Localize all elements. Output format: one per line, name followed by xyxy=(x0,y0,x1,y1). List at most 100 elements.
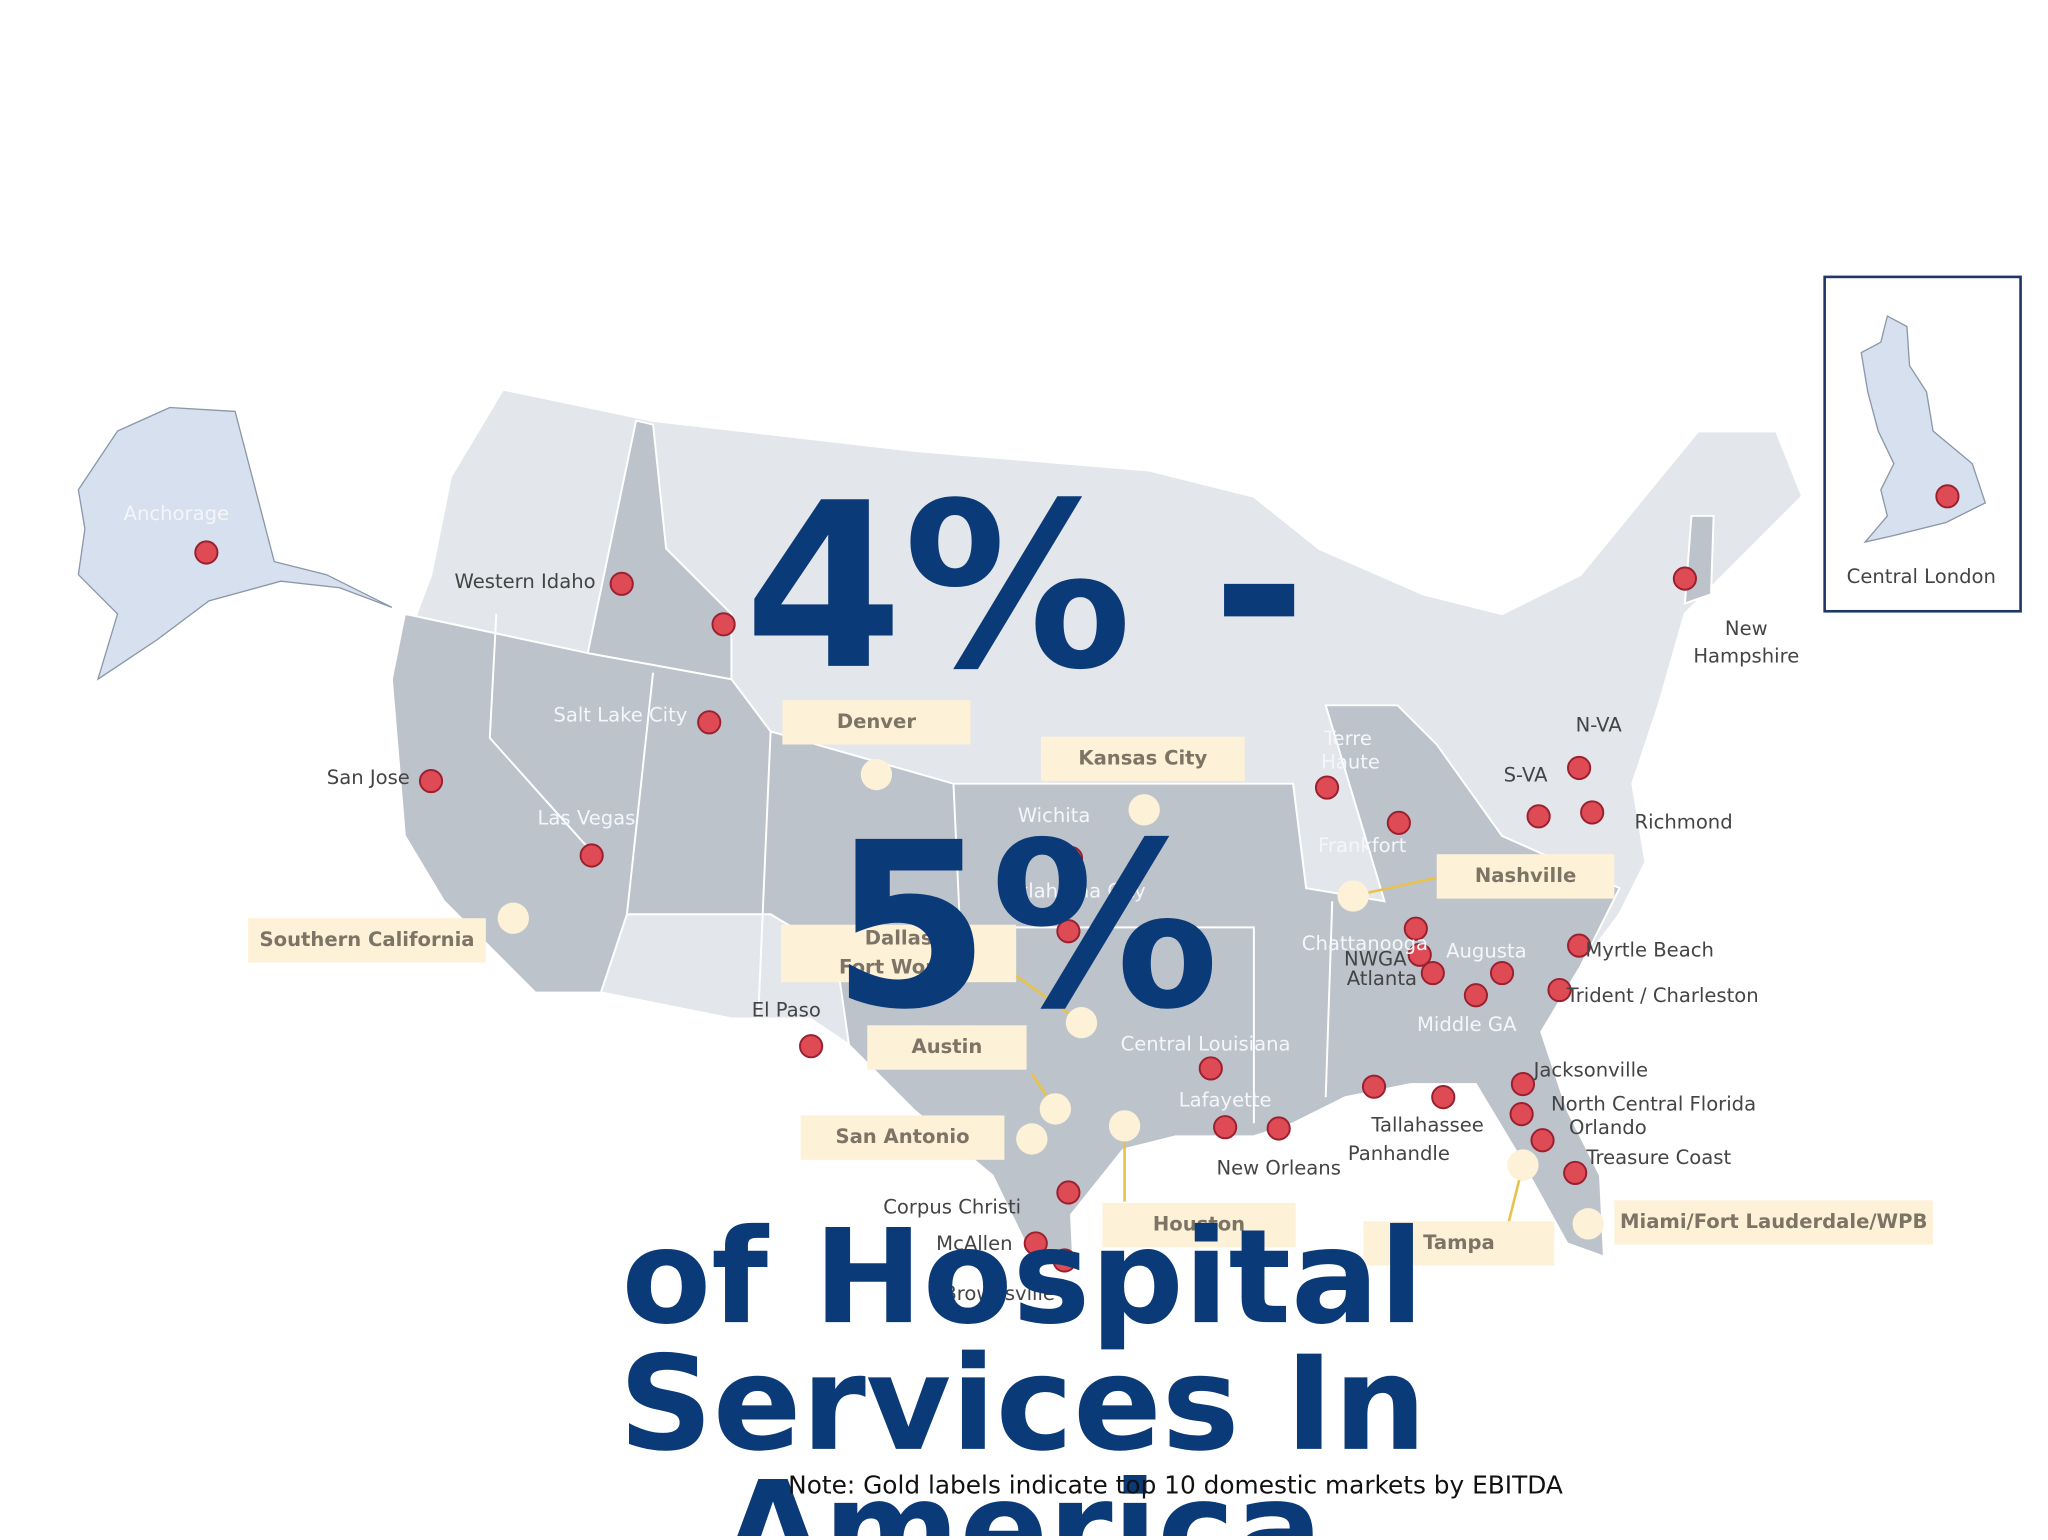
site-marker xyxy=(1509,1102,1534,1127)
gold-label: Dallas xyxy=(865,927,933,950)
gold-label: Tampa xyxy=(1423,1231,1495,1254)
city-label: Salt Lake City xyxy=(553,703,687,726)
site-marker xyxy=(1463,983,1488,1008)
site-marker xyxy=(579,843,604,868)
city-label: Treasure Coast xyxy=(1585,1146,1731,1169)
site-marker xyxy=(1266,1116,1291,1141)
site-marker xyxy=(1361,1074,1387,1099)
city-label: San Jose xyxy=(327,766,410,789)
gold-label-box xyxy=(248,918,486,963)
gold-label-box xyxy=(1436,854,1615,899)
city-label: Trident / Charleston xyxy=(1566,984,1759,1007)
dots xyxy=(194,484,1960,1273)
city-label: Haute xyxy=(1321,750,1380,773)
inset-label: Central London xyxy=(1847,565,1996,588)
city-label: Anchorage xyxy=(124,502,229,525)
gold-label: San Antonio xyxy=(835,1125,969,1148)
city-label: Las Vegas xyxy=(538,806,636,829)
gold-label: Southern California xyxy=(260,928,475,951)
city-label: S-VA xyxy=(1504,763,1548,786)
gold-label: Kansas City xyxy=(1078,746,1207,769)
site-marker xyxy=(799,1034,824,1059)
gold-label: Nashville xyxy=(1475,864,1576,887)
city-label: Frankfort xyxy=(1318,834,1407,857)
city-label: Panhandle xyxy=(1348,1142,1450,1165)
site-marker xyxy=(1198,1056,1223,1081)
market-marker xyxy=(1337,880,1369,912)
subheadline-line: Services In xyxy=(619,1328,1427,1480)
site-marker xyxy=(1489,960,1515,986)
site-marker xyxy=(1563,1160,1588,1185)
site-marker xyxy=(1510,1072,1536,1097)
city-label: Oklahoma City xyxy=(1002,880,1146,903)
city-label: Central Louisiana xyxy=(1121,1032,1291,1055)
site-marker xyxy=(1420,960,1445,986)
city-label: Jacksonville xyxy=(1532,1059,1648,1082)
city-label: Lafayette xyxy=(1179,1089,1272,1112)
site-marker xyxy=(1431,1085,1456,1110)
city-label: N-VA xyxy=(1576,714,1623,737)
site-marker xyxy=(1935,484,1960,509)
gold-label-box xyxy=(1102,1202,1296,1248)
headline-line: 4% - xyxy=(744,454,1306,720)
city-label: New Orleans xyxy=(1216,1156,1340,1179)
gold-label-box xyxy=(1614,1200,1934,1245)
gold-label: Miami/Fort Lauderdale/WPB xyxy=(1620,1210,1927,1233)
gold-label: Austin xyxy=(912,1035,983,1058)
gold-label-box xyxy=(782,700,971,745)
site-marker xyxy=(1403,916,1428,941)
site-marker xyxy=(194,540,219,565)
gold-label: Fort Worth xyxy=(839,955,958,978)
city-label: Western Idaho xyxy=(455,570,596,593)
state-lines xyxy=(1324,901,1334,1098)
market-marker xyxy=(1039,1093,1072,1125)
city-label: Corpus Christi xyxy=(883,1196,1021,1219)
gold-label-box xyxy=(1363,1221,1555,1266)
alaska xyxy=(77,406,393,681)
site-marker xyxy=(1314,775,1340,800)
site-marker xyxy=(1530,1128,1555,1153)
city-label: Atlanta xyxy=(1347,967,1417,990)
city-label: Terre xyxy=(1323,727,1372,750)
site-marker xyxy=(697,710,722,735)
gold-label-box xyxy=(1040,736,1245,782)
city-label: Middle GA xyxy=(1417,1013,1517,1036)
city-label: Orlando xyxy=(1569,1116,1647,1139)
city-label: Wichita xyxy=(1018,804,1091,827)
city-label: Hampshire xyxy=(1693,644,1799,667)
city-label: El Paso xyxy=(752,998,821,1021)
site-marker xyxy=(1567,933,1592,958)
site-marker xyxy=(1023,1231,1048,1256)
uk xyxy=(1860,315,1987,544)
market-marker xyxy=(860,758,893,791)
site-marker xyxy=(1526,804,1551,829)
site-marker xyxy=(418,768,444,794)
state-lines xyxy=(625,672,655,915)
market-marker xyxy=(1507,1149,1539,1181)
state-lines xyxy=(952,783,1255,1124)
market-marker xyxy=(1065,1007,1098,1039)
site-marker xyxy=(1407,942,1432,967)
market-marker xyxy=(1108,1110,1141,1142)
city-label: Augusta xyxy=(1446,940,1527,963)
gold-label-box xyxy=(867,1025,1027,1070)
site-marker xyxy=(1052,1248,1077,1273)
gold-label: Denver xyxy=(837,710,917,733)
subheadline-line: of Hospital xyxy=(621,1201,1423,1353)
gold-label-box xyxy=(781,924,1017,983)
headline-line: 5% xyxy=(831,794,1219,1060)
site-marker xyxy=(1547,977,1572,1003)
site-marker xyxy=(1213,1115,1238,1140)
state-lines xyxy=(488,613,602,863)
city-label: Brownsville xyxy=(943,1282,1055,1305)
site-marker xyxy=(1058,846,1084,871)
market-marker xyxy=(1572,1208,1604,1240)
site-marker xyxy=(1672,566,1697,591)
site-marker xyxy=(1386,810,1411,835)
site-marker xyxy=(1567,755,1592,781)
site-marker xyxy=(1580,800,1605,825)
labels: Anchorage Western Idaho Salt Lake City San … xyxy=(124,502,1934,1305)
